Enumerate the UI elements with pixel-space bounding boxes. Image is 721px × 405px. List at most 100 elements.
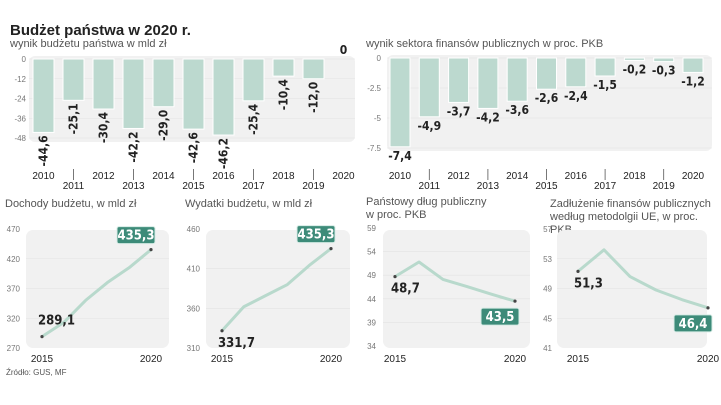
y-tick-label: 59 [367, 224, 376, 233]
bar [152, 58, 175, 108]
x-tick-label: 2014 [152, 171, 175, 182]
y-tick-label: 44 [367, 295, 376, 304]
x-tick-label: 2020 [332, 171, 355, 182]
data-label: -1,2 [681, 74, 705, 88]
bar [594, 57, 616, 77]
y-tick-label: 57 [543, 225, 552, 234]
bar [272, 58, 295, 77]
y-tick-label: 310 [187, 344, 201, 353]
end-value-label: 435,3 [298, 228, 335, 243]
bar [32, 58, 55, 133]
x-tick-label: 2010 [32, 171, 55, 182]
chart5-subtitle: Państowy dług publiczny w proc. PKB [366, 196, 486, 222]
bar [448, 57, 470, 103]
x-tick-label: 2019 [302, 181, 325, 192]
series-line [41, 248, 152, 338]
data-label: -25,1 [67, 103, 81, 134]
x-tick-label: 2013 [122, 181, 145, 192]
x-tick-label: 2016 [565, 171, 588, 182]
bar [477, 57, 499, 109]
start-point [220, 329, 224, 333]
data-label: -44,6 [37, 135, 51, 166]
chart2-subtitle: wynik sektora finansów publicznych w pro… [366, 38, 604, 50]
y-tick-label: 270 [7, 344, 21, 353]
y-tick-label: -2.5 [367, 84, 381, 93]
x-tick-label: 2018 [623, 171, 646, 182]
data-label: -0,2 [623, 62, 647, 76]
x-tick-label: 2015 [535, 181, 558, 192]
start-value-label: 289,1 [38, 314, 75, 329]
x-tick-label: 2013 [477, 181, 500, 192]
x-tick-label: 2015 [384, 354, 407, 365]
x-tick-label: 2010 [389, 171, 412, 182]
x-tick-label: 2016 [212, 171, 235, 182]
data-label: -30,4 [97, 112, 111, 144]
bar [623, 57, 645, 61]
end-value-badge [673, 314, 713, 333]
bar [302, 58, 325, 80]
chart5-subtitle-line2: w proc. PKB [366, 209, 427, 221]
x-tick-label: 2011 [419, 181, 441, 192]
start-value-label: 331,7 [218, 336, 255, 351]
x-tick-label: 2011 [63, 181, 85, 192]
x-tick-label: 2014 [506, 171, 529, 182]
y-tick-label: 420 [7, 255, 21, 264]
chart4-subtitle: Wydatki budżetu, w mld zł [185, 198, 313, 210]
x-tick-label: 2015 [31, 354, 54, 365]
bar [242, 58, 265, 102]
y-tick-label: -5 [374, 114, 382, 123]
bar [565, 57, 587, 88]
bar [212, 58, 235, 136]
x-tick-label: 2020 [682, 171, 705, 182]
bar [92, 58, 115, 110]
x-tick-label: 2020 [320, 354, 343, 365]
x-tick-label: 2020 [504, 354, 527, 365]
y-tick-label: 34 [367, 342, 376, 351]
data-label: -42,6 [187, 132, 201, 163]
data-label: -2,6 [535, 91, 559, 105]
chart3-subtitle: Dochody budżetu, w mld zł [5, 198, 137, 210]
data-label: -2,4 [564, 89, 588, 103]
bar [682, 57, 704, 73]
end-point [149, 248, 153, 252]
end-point [706, 306, 710, 310]
y-tick-label: -24 [14, 95, 26, 104]
x-tick-label: 2020 [697, 354, 720, 365]
chart5-subtitle-line1: Państowy dług publiczny [366, 196, 487, 208]
x-tick-label: 2012 [447, 171, 470, 182]
data-label: -46,2 [217, 138, 231, 169]
data-label: -42,2 [127, 131, 141, 162]
y-tick-label: 370 [7, 285, 21, 294]
data-label: -25,4 [247, 103, 261, 135]
start-point [40, 335, 44, 339]
bar [389, 57, 411, 148]
start-value-label: 48,7 [391, 282, 420, 297]
y-tick-label: 54 [367, 248, 376, 257]
data-label: -12,0 [307, 82, 321, 113]
x-tick-label: 2018 [272, 171, 295, 182]
data-label: -4,2 [476, 110, 500, 124]
y-tick-label: 360 [187, 304, 201, 313]
bar [182, 58, 205, 130]
data-label: -7,4 [388, 149, 412, 163]
x-tick-label: 2017 [242, 181, 265, 192]
bar [536, 57, 557, 90]
source-note: Źródło: GUS, MF [6, 368, 67, 377]
data-label: -3,7 [447, 104, 471, 118]
bar [418, 57, 440, 118]
y-tick-label: -36 [14, 114, 26, 123]
end-value-label: 435,3 [118, 229, 155, 244]
y-tick-label: 410 [187, 265, 201, 274]
data-label: -29,0 [157, 110, 171, 141]
data-label: -1,5 [593, 78, 617, 92]
x-tick-label: 2012 [92, 171, 115, 182]
x-tick-label: 2019 [653, 181, 676, 192]
end-value-label: 43,5 [486, 310, 515, 325]
end-point [329, 246, 333, 251]
data-label: 0 [340, 43, 348, 57]
y-tick-label: 0 [377, 54, 382, 63]
y-tick-label: 53 [543, 255, 552, 264]
y-tick-label: 45 [543, 314, 552, 323]
x-tick-label: 2015 [567, 354, 590, 365]
